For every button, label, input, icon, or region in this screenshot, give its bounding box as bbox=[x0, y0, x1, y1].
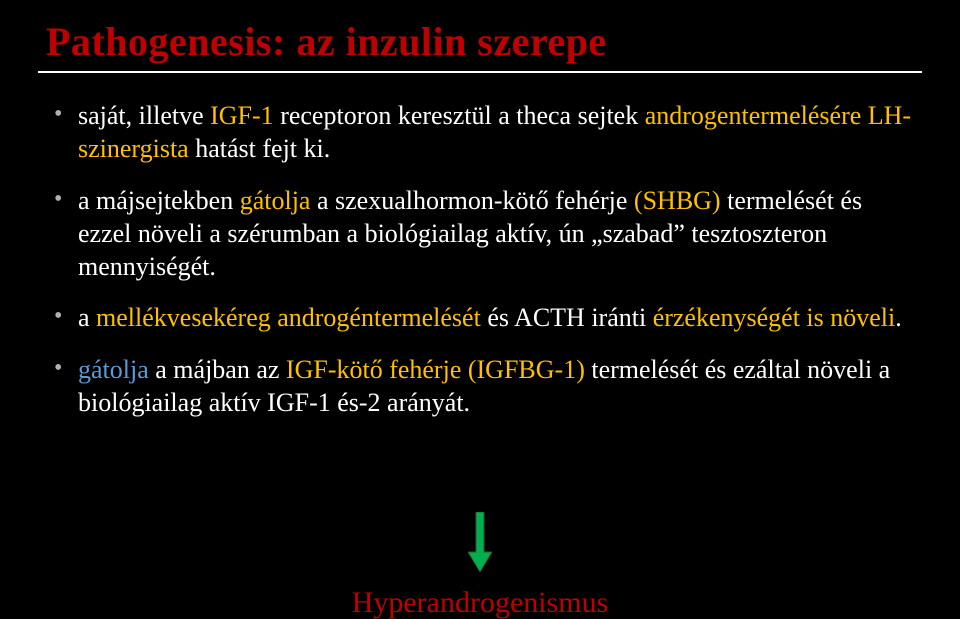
text: a májsejtekben bbox=[78, 186, 240, 215]
slide-title: Pathogenesis: az inzulin szerepe bbox=[46, 18, 922, 65]
slide: Pathogenesis: az inzulin szerepe saját, … bbox=[0, 0, 960, 619]
bullet-1: saját, illetve IGF-1 receptoron keresztü… bbox=[54, 99, 916, 166]
highlight: gátolja bbox=[240, 186, 311, 215]
highlight: mellékvesekéreg androgéntermelését bbox=[96, 303, 481, 332]
highlight: (SHBG) bbox=[634, 186, 721, 215]
text: saját, illetve bbox=[78, 101, 210, 130]
bullet-4: gátolja a májban az IGF-kötő fehérje (IG… bbox=[54, 353, 916, 420]
highlight: IGF-kötő fehérje (IGFBG-1) bbox=[286, 355, 585, 384]
highlight-blue: gátolja bbox=[78, 355, 149, 384]
text: a szexualhormon-kötő fehérje bbox=[310, 186, 633, 215]
text: . bbox=[895, 303, 902, 332]
title-underline bbox=[38, 71, 922, 73]
down-arrow-icon bbox=[468, 512, 492, 572]
footer-term: Hyperandrogenismus bbox=[352, 586, 609, 619]
text: hatást fejt ki. bbox=[189, 134, 331, 163]
text: receptoron keresztül a theca sejtek bbox=[274, 101, 645, 130]
bullet-3: a mellékvesekéreg androgéntermelését és … bbox=[54, 301, 916, 334]
text: a bbox=[78, 303, 96, 332]
highlight: érzékenységét is növeli bbox=[653, 303, 896, 332]
bullet-2: a májsejtekben gátolja a szexualhormon-k… bbox=[54, 184, 916, 284]
highlight: IGF-1 bbox=[210, 101, 274, 130]
bullet-list: saját, illetve IGF-1 receptoron keresztü… bbox=[38, 99, 922, 419]
text: a májban az bbox=[149, 355, 286, 384]
text: és ACTH iránti bbox=[481, 303, 653, 332]
footer-block: Hyperandrogenismus bbox=[0, 512, 960, 619]
